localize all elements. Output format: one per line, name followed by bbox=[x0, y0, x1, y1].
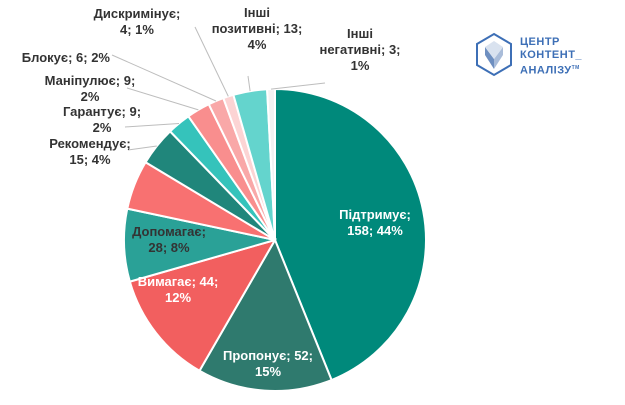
data-label-line: Блокує; 6; 2% bbox=[22, 50, 111, 65]
leader-line-рекомендує bbox=[127, 145, 157, 151]
data-label-маніпулює: Маніпулює; 9; 2% bbox=[45, 73, 136, 104]
leader-lines bbox=[111, 26, 326, 151]
data-label-line: негативні; 3; bbox=[319, 42, 400, 57]
data-label-line: 2% bbox=[93, 120, 112, 135]
pie-slice-підтримує bbox=[274, 87, 427, 382]
data-label-line: 4% bbox=[248, 37, 267, 52]
data-label-line: Дискримінує; bbox=[94, 6, 181, 21]
logo-line-1: ЦЕНТР bbox=[520, 36, 560, 48]
data-label-line: Допомагає; bbox=[132, 224, 206, 239]
logo-text: ЦЕНТР КОНТЕНТ_ АНАЛІЗУTM bbox=[520, 36, 582, 78]
data-label-line: Пропонує; 52; bbox=[223, 348, 313, 363]
data-label-line: 15% bbox=[255, 364, 281, 379]
data-label-гарантує: Гарантує; 9; 2% bbox=[63, 104, 141, 135]
data-label-line: 2% bbox=[81, 89, 100, 104]
data-label-блокує: Блокує; 6; 2% bbox=[22, 50, 111, 65]
data-label-допомагає: Допомагає; 28; 8% bbox=[132, 224, 206, 255]
logo-line-2: КОНТЕНТ_ bbox=[520, 49, 583, 61]
logo: ЦЕНТР КОНТЕНТ_ АНАЛІЗУTM bbox=[474, 32, 614, 80]
data-label-line: Рекомендує; bbox=[49, 136, 131, 151]
data-label-line: Маніпулює; 9; bbox=[45, 73, 136, 88]
data-label-line: Вимагає; 44; bbox=[138, 274, 219, 289]
pie-slice-пропонує bbox=[198, 237, 333, 392]
data-label-line: Інші bbox=[244, 5, 270, 20]
data-labels: Підтримує; 158; 44% Пропонує; 52; 15% Вимага… bbox=[22, 5, 411, 379]
leader-line-блокує bbox=[111, 54, 217, 102]
logo-tm: TM bbox=[571, 65, 580, 71]
data-label-line: Гарантує; 9; bbox=[63, 104, 141, 119]
leader-line-гарантує bbox=[124, 123, 180, 128]
data-label-інші-позитивні: Інші позитивні; 13; 4% bbox=[212, 5, 303, 52]
data-label-line: Інші bbox=[347, 26, 373, 41]
data-label-line: позитивні; 13; bbox=[212, 21, 303, 36]
data-label-line: 15; 4% bbox=[69, 152, 111, 167]
pie-slice-вимагає bbox=[128, 238, 278, 373]
data-label-рекомендує: Рекомендує; 15; 4% bbox=[49, 136, 131, 167]
data-label-line: 4; 1% bbox=[120, 22, 154, 37]
data-label-підтримує: Підтримує; 158; 44% bbox=[339, 207, 411, 238]
leader-line-інші-позитивні bbox=[247, 75, 251, 92]
data-label-вимагає: Вимагає; 44; 12% bbox=[138, 274, 219, 305]
leader-line-інші-негативні bbox=[270, 82, 326, 90]
data-label-дискримінує: Дискримінує; 4; 1% bbox=[94, 6, 181, 37]
data-label-пропонує: Пропонує; 52; 15% bbox=[223, 348, 313, 379]
data-label-line: 1% bbox=[351, 58, 370, 73]
leader-line-дискримінує bbox=[194, 26, 229, 97]
logo-icon bbox=[476, 32, 512, 77]
data-label-line: 12% bbox=[165, 290, 191, 305]
leader-line-маніпулює bbox=[126, 87, 199, 111]
data-label-line: 158; 44% bbox=[347, 223, 403, 238]
data-label-інші-негативні: Інші негативні; 3; 1% bbox=[319, 26, 400, 73]
data-label-line: Підтримує; bbox=[339, 207, 411, 222]
data-label-line: 28; 8% bbox=[148, 240, 190, 255]
logo-line-3: АНАЛІЗУ bbox=[520, 64, 572, 77]
